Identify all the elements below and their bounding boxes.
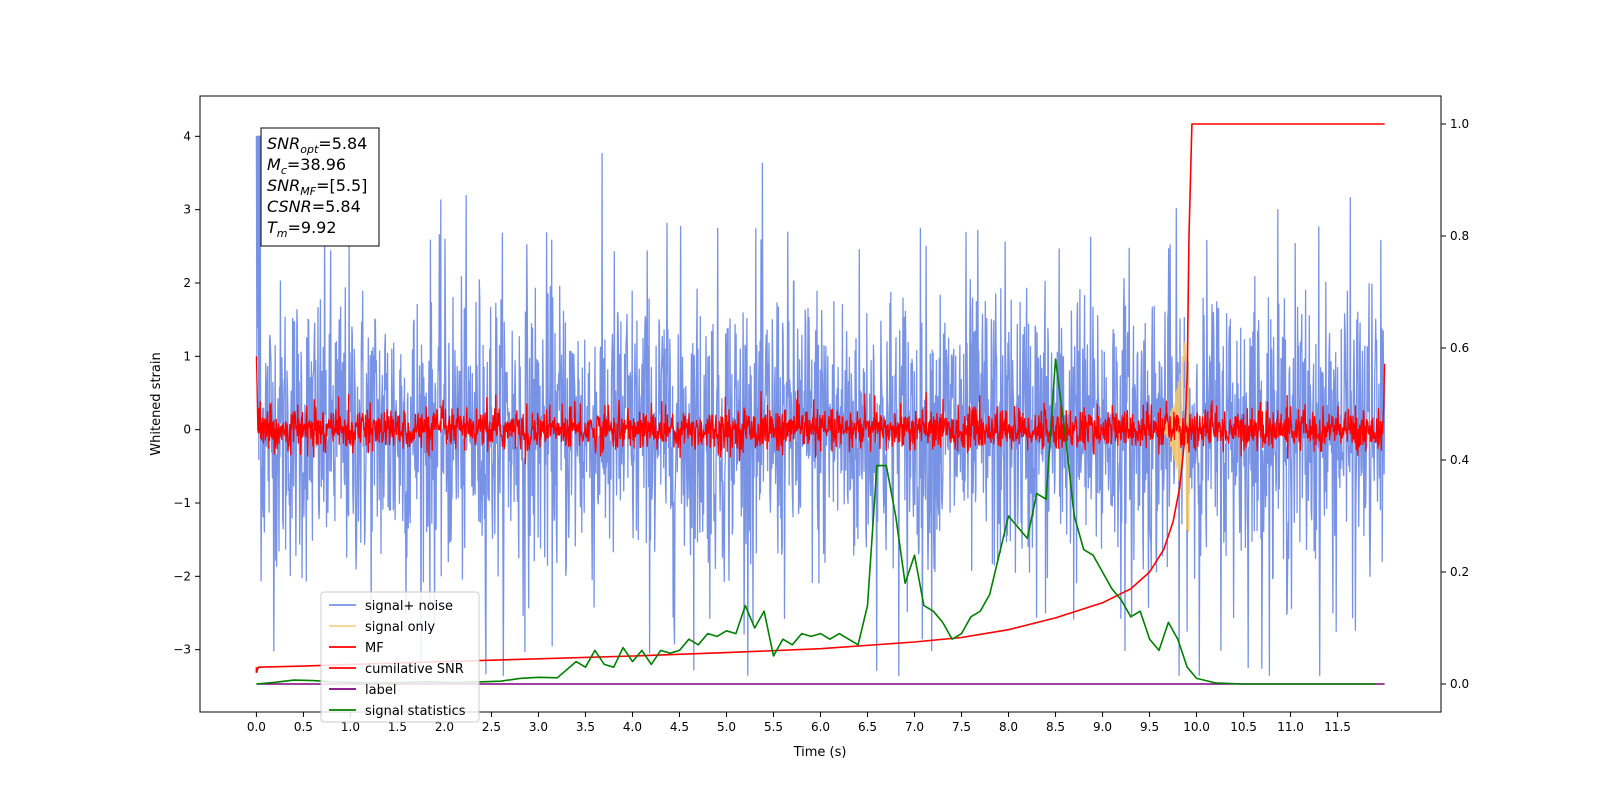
legend-entry-label: cumilative SNR (365, 662, 464, 677)
legend-entry-label: signal statistics (365, 704, 466, 719)
x-tick-label: 10.0 (1183, 720, 1210, 734)
y-tick-label: 4 (183, 129, 191, 143)
x-axis-label: Time (s) (793, 745, 847, 760)
legend-entry-label: label (365, 683, 396, 698)
x-tick-label: 1.5 (388, 720, 407, 734)
x-tick-label: 9.5 (1140, 720, 1159, 734)
series-signal-statistics (256, 358, 1376, 685)
y-axis-label: Whitened strain (149, 352, 164, 455)
y-tick-label: −3 (173, 643, 191, 657)
y-tick-label: −2 (173, 569, 191, 583)
annotation-line: Mc=38.96 (267, 155, 346, 177)
legend-entry-label: MF (365, 641, 384, 656)
x-tick-label: 7.0 (905, 720, 924, 734)
y2-tick-label: 0.4 (1450, 453, 1469, 467)
series-mf (255, 356, 1386, 465)
x-tick-label: 6.5 (858, 720, 877, 734)
x-tick-label: 0.0 (247, 720, 266, 734)
x-tick-label: 5.0 (717, 720, 736, 734)
x-tick-label: 2.5 (482, 720, 501, 734)
annotation-line: SNRopt=5.84 (267, 134, 367, 156)
annotation-line: Tm=9.92 (267, 218, 337, 240)
y-tick-label: 1 (183, 349, 191, 363)
y2-tick-label: 0.8 (1450, 229, 1469, 243)
x-tick-label: 3.5 (576, 720, 595, 734)
x-tick-label: 8.0 (999, 720, 1018, 734)
x-tick-label: 5.5 (764, 720, 783, 734)
y-tick-label: −1 (173, 496, 191, 510)
x-tick-label: 1.0 (341, 720, 360, 734)
legend-entry-label: signal+ noise (365, 599, 453, 614)
x-tick-label: 4.5 (670, 720, 689, 734)
annotation-frame (260, 127, 380, 247)
x-tick-label: 6.0 (811, 720, 830, 734)
legend[interactable]: signal+ noise signal only MF cumilative SNR… (320, 591, 480, 723)
axes-frame (199, 95, 1442, 713)
y-axis-ticks: −3 −2 −1 0 1 2 3 4 (173, 129, 200, 657)
x-tick-label: 10.5 (1230, 720, 1257, 734)
y2-tick-label: 0.0 (1450, 677, 1469, 691)
annotation-line: SNRMF=[5.5] (267, 176, 367, 198)
x-tick-label: 11.5 (1324, 720, 1351, 734)
x-tick-label: 0.5 (294, 720, 313, 734)
x-tick-label: 2.0 (435, 720, 454, 734)
x-tick-label: 9.0 (1093, 720, 1112, 734)
x-tick-label: 3.0 (529, 720, 548, 734)
legend-entry-label: signal only (365, 620, 435, 635)
x-axis-ticks: 0.0 0.5 1.0 1.5 2.0 2.5 3.0 3.5 4.0 4.5 5.0 5.5 6.0 6… (247, 712, 1351, 734)
y2-axis-ticks: 0.0 0.2 0.4 0.6 0.8 1.0 (1441, 117, 1469, 691)
annotation-line: CSNR=5.84 (267, 197, 361, 216)
x-tick-label: 4.0 (623, 720, 642, 734)
y-tick-label: 0 (183, 423, 191, 437)
y-tick-label: 3 (183, 203, 191, 217)
legend-frame (320, 591, 480, 723)
x-tick-label: 7.5 (952, 720, 971, 734)
x-tick-label: 11.0 (1277, 720, 1304, 734)
y2-tick-label: 0.2 (1450, 565, 1469, 579)
y-tick-label: 2 (183, 276, 191, 290)
y2-tick-label: 1.0 (1450, 117, 1469, 131)
y2-tick-label: 0.6 (1450, 341, 1469, 355)
x-tick-label: 8.5 (1046, 720, 1065, 734)
